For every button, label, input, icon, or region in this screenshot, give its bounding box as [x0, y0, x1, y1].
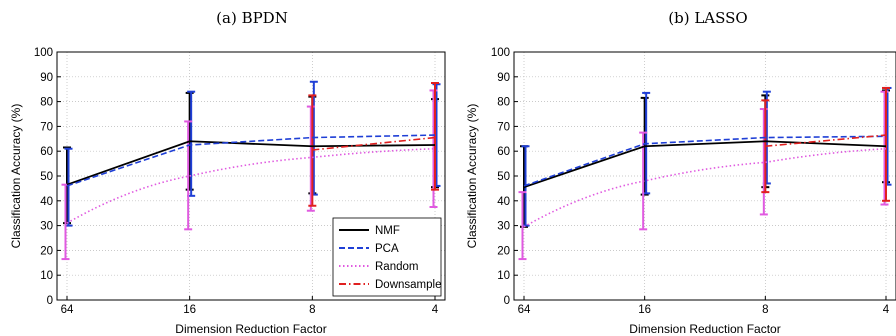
series-line: [523, 135, 887, 187]
y-tick-label: 30: [40, 221, 53, 233]
plot-area: [61, 80, 441, 261]
x-tick-label: 16: [638, 304, 651, 316]
series-nmf: [520, 89, 890, 228]
y-tick-label: 30: [497, 221, 510, 233]
y-tick-label: 80: [497, 97, 510, 109]
x-axis-label: Dimension Reduction Factor: [175, 322, 326, 336]
chart-panel-1: (a) BPDN 0 10 20 30 40 50 60 70 80 90 100 64 16 8 4 Dime…: [9, 9, 446, 336]
y-tick-label: 10: [497, 270, 510, 282]
x-tick-label: 64: [61, 304, 74, 316]
legend-label: Downsample: [375, 279, 441, 291]
y-tick-label: 60: [40, 146, 53, 158]
y-tick-label: 100: [34, 47, 53, 59]
chart-title: (b) LASSO: [668, 9, 747, 27]
plot-area: [518, 86, 892, 261]
series-pca: [521, 86, 892, 227]
y-tick-label: 40: [497, 196, 510, 208]
x-tick-label: 16: [183, 304, 196, 316]
legend: NMF PCA Random Downsample: [332, 217, 441, 297]
series-random: [518, 90, 889, 261]
y-axis-label: Classification Accuracy (%): [9, 104, 23, 249]
y-tick-label: 20: [497, 245, 510, 257]
y-tick-label: 50: [40, 171, 53, 183]
series-line: [66, 140, 436, 186]
y-tick-label: 70: [497, 121, 510, 133]
series-line: [523, 140, 887, 189]
y-tick-label: 70: [40, 121, 53, 133]
legend-label: PCA: [375, 243, 399, 255]
y-tick-label: 10: [40, 270, 53, 282]
y-tick-label: 50: [497, 171, 510, 183]
y-tick-label: 90: [497, 72, 510, 84]
legend-label: Random: [375, 261, 418, 273]
y-tick-label: 40: [40, 196, 53, 208]
y-tick-label: 80: [40, 97, 53, 109]
series-line: [765, 134, 887, 148]
y-tick-label: 90: [40, 72, 53, 84]
y-tick-label: 60: [497, 146, 510, 158]
y-tick-label: 20: [40, 245, 53, 257]
chart-title: (a) BPDN: [216, 9, 288, 27]
y-tick-label: 100: [491, 47, 510, 59]
y-axis-label: Classification Accuracy (%): [465, 104, 479, 249]
y-tick-label: 0: [504, 295, 510, 307]
series-line: [66, 147, 436, 224]
x-tick-label: 4: [883, 304, 890, 316]
x-tick-label: 4: [432, 304, 439, 316]
series-random: [61, 89, 438, 261]
series-downsample: [308, 82, 439, 207]
series-line: [66, 134, 436, 187]
x-axis-label: Dimension Reduction Factor: [629, 322, 780, 336]
x-tick-label: 64: [518, 304, 531, 316]
chart-panel-2: (b) LASSO 0 10 20 30 40 50 60 70 80 90 100 64 16 8 4 Dim…: [465, 9, 896, 336]
y-tick-label: 0: [47, 295, 53, 307]
series-pca: [64, 80, 441, 227]
legend-label: NMF: [375, 225, 400, 237]
x-tick-label: 8: [309, 304, 315, 316]
series-nmf: [63, 91, 439, 225]
series-line: [312, 136, 436, 151]
x-tick-label: 8: [762, 304, 768, 316]
series-line: [523, 147, 887, 228]
